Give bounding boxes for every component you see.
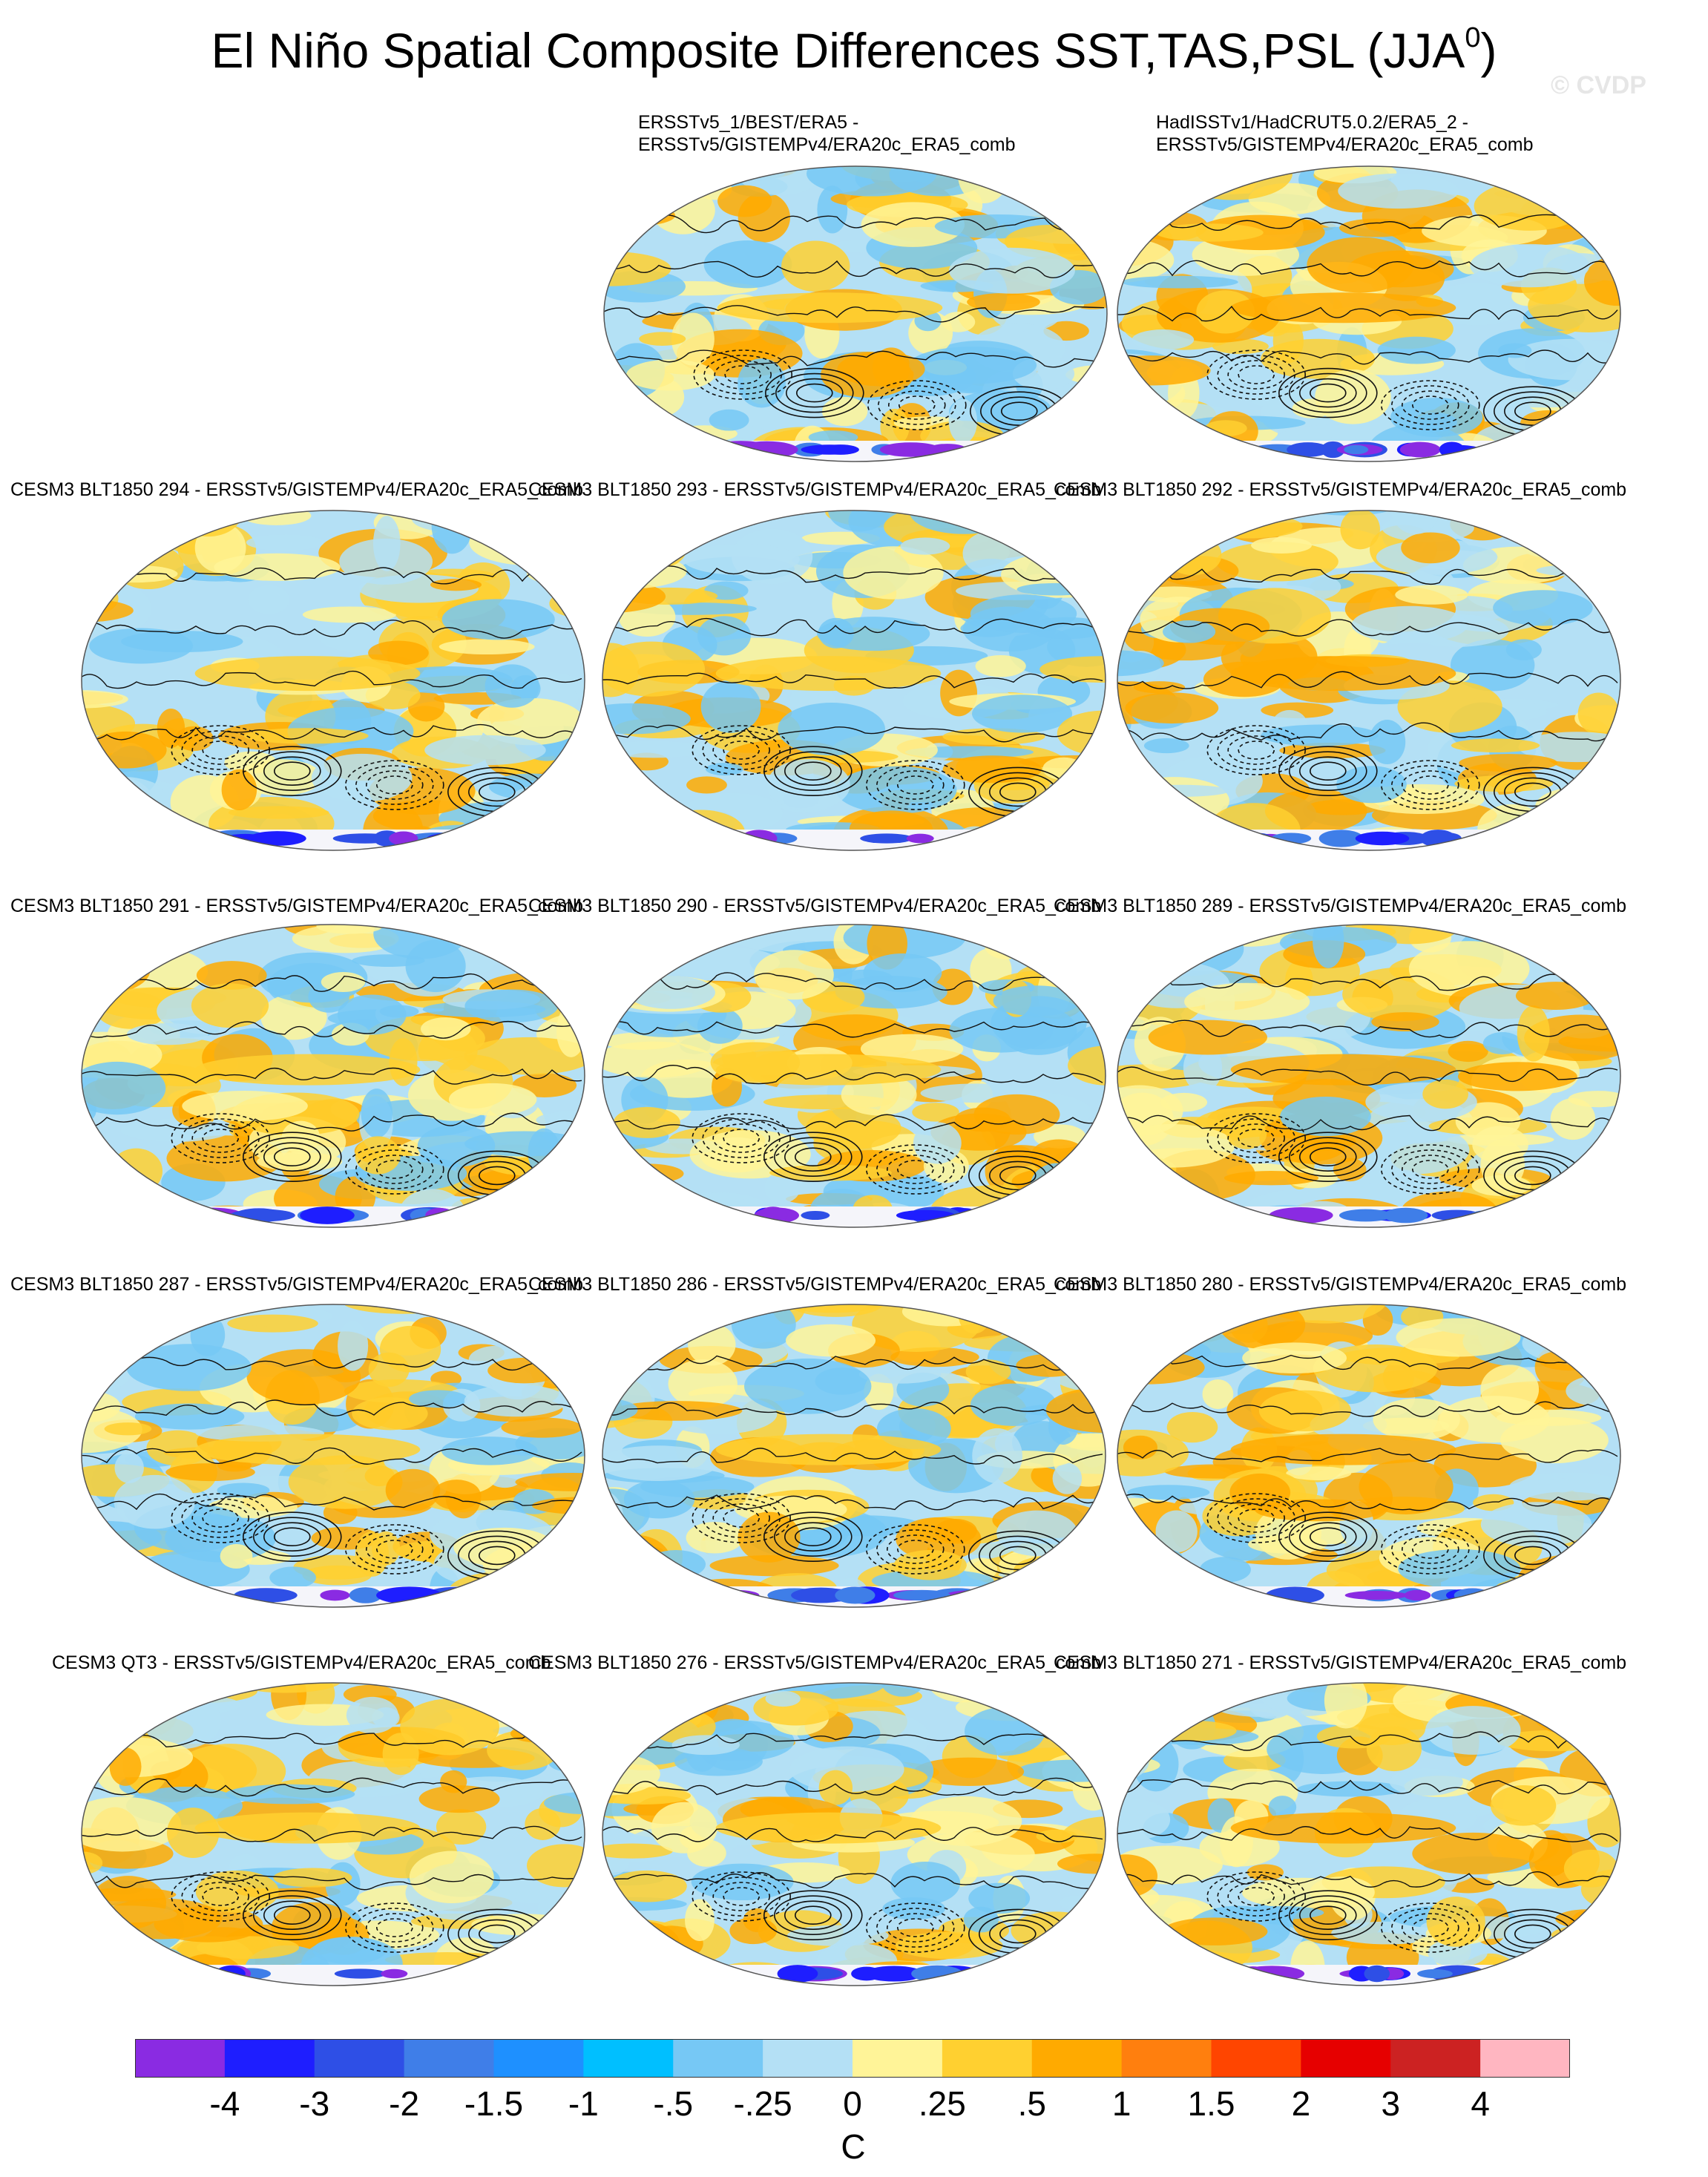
panel-title-8: CESM3 BLT1850 287 - ERSSTv5/GISTEMPv4/ER… xyxy=(10,1274,584,1295)
colorbar-tick-label: -.25 xyxy=(733,2084,792,2123)
colorbar-tick-label: 4 xyxy=(1471,2084,1490,2123)
colorbar-tick-label: 0 xyxy=(843,2084,862,2123)
map-panel-1 xyxy=(1117,165,1621,462)
map-panel-13 xyxy=(1117,1682,1621,1986)
colorbar-swatch-14 xyxy=(1390,2039,1481,2078)
panel-title-3: CESM3 BLT1850 293 - ERSSTv5/GISTEMPv4/ER… xyxy=(528,479,1102,500)
panel-title-5: CESM3 BLT1850 291 - ERSSTv5/GISTEMPv4/ER… xyxy=(10,896,584,916)
panel-title-6: CESM3 BLT1850 290 - ERSSTv5/GISTEMPv4/ER… xyxy=(528,896,1102,916)
colorbar-tick-label: -4 xyxy=(209,2084,240,2123)
map-panel-2 xyxy=(81,510,585,851)
map-panel-0 xyxy=(603,165,1108,462)
panel-title-7: CESM3 BLT1850 289 - ERSSTv5/GISTEMPv4/ER… xyxy=(1054,896,1627,916)
map-panel-7 xyxy=(1117,924,1621,1228)
colorbar-swatch-11 xyxy=(1121,2039,1212,2078)
panel-title-10: CESM3 BLT1850 280 - ERSSTv5/GISTEMPv4/ER… xyxy=(1054,1274,1627,1295)
map-panel-4 xyxy=(1117,510,1621,851)
colorbar-swatch-12 xyxy=(1211,2039,1301,2078)
colorbar-tick-label: -3 xyxy=(299,2084,330,2123)
colorbar-tick-label: 1.5 xyxy=(1187,2084,1235,2123)
panel-title-12: CESM3 BLT1850 276 - ERSSTv5/GISTEMPv4/ER… xyxy=(528,1652,1102,1673)
colorbar-tick-label: -1.5 xyxy=(464,2084,524,2123)
map-panel-12 xyxy=(602,1682,1106,1986)
colorbar-tick-label: 1 xyxy=(1111,2084,1131,2123)
colorbar-swatch-10 xyxy=(1031,2039,1123,2078)
colorbar-tick-label: -2 xyxy=(389,2084,420,2123)
colorbar-tick-label: .25 xyxy=(918,2084,966,2123)
panel-title-1: HadISSTv1/HadCRUT5.0.2/ERA5_2 - ERSSTv5/G… xyxy=(1156,112,1534,155)
figure-title: El Niño Spatial Composite Differences SS… xyxy=(211,22,1497,78)
panel-title-11: CESM3 QT3 - ERSSTv5/GISTEMPv4/ERA20c_ERA… xyxy=(52,1652,551,1673)
colorbar-tick-label: 2 xyxy=(1291,2084,1311,2123)
colorbar-swatch-2 xyxy=(314,2039,405,2078)
map-panel-11 xyxy=(81,1682,585,1986)
colorbar-swatch-13 xyxy=(1301,2039,1391,2078)
colorbar-swatch-3 xyxy=(404,2039,494,2078)
colorbar-tick-label: 3 xyxy=(1381,2084,1401,2123)
map-panel-8 xyxy=(81,1304,585,1608)
colorbar-swatch-9 xyxy=(942,2039,1033,2078)
colorbar-swatch-1 xyxy=(224,2039,315,2078)
colorbar-swatch-7 xyxy=(763,2039,853,2078)
colorbar-swatch-6 xyxy=(673,2039,763,2078)
colorbar-swatch-5 xyxy=(583,2039,674,2078)
panel-title-4: CESM3 BLT1850 292 - ERSSTv5/GISTEMPv4/ER… xyxy=(1054,479,1627,500)
colorbar-outline xyxy=(135,2039,1570,2078)
panel-title-2: CESM3 BLT1850 294 - ERSSTv5/GISTEMPv4/ER… xyxy=(10,479,584,500)
colorbar-tick-label: -.5 xyxy=(653,2084,694,2123)
colorbar xyxy=(135,2039,1570,2078)
map-panel-5 xyxy=(81,924,585,1228)
panel-title-9: CESM3 BLT1850 286 - ERSSTv5/GISTEMPv4/ER… xyxy=(528,1274,1102,1295)
map-panel-6 xyxy=(602,924,1106,1228)
colorbar-unit-label: C xyxy=(841,2127,866,2166)
map-panel-3 xyxy=(602,510,1106,851)
colorbar-tick-label: -1 xyxy=(568,2084,599,2123)
map-panel-10 xyxy=(1117,1304,1621,1608)
colorbar-swatch-15 xyxy=(1480,2039,1570,2078)
colorbar-tick-label: .5 xyxy=(1017,2084,1046,2123)
cvdp-watermark: © CVDP xyxy=(1551,71,1646,99)
panel-title-0: ERSSTv5_1/BEST/ERA5 - ERSSTv5/GISTEMPv4/E… xyxy=(638,112,1016,155)
colorbar-swatch-8 xyxy=(853,2039,943,2078)
colorbar-swatch-0 xyxy=(135,2039,226,2078)
colorbar-swatch-4 xyxy=(493,2039,584,2078)
panel-title-13: CESM3 BLT1850 271 - ERSSTv5/GISTEMPv4/ER… xyxy=(1054,1652,1627,1673)
map-panel-9 xyxy=(602,1304,1106,1608)
